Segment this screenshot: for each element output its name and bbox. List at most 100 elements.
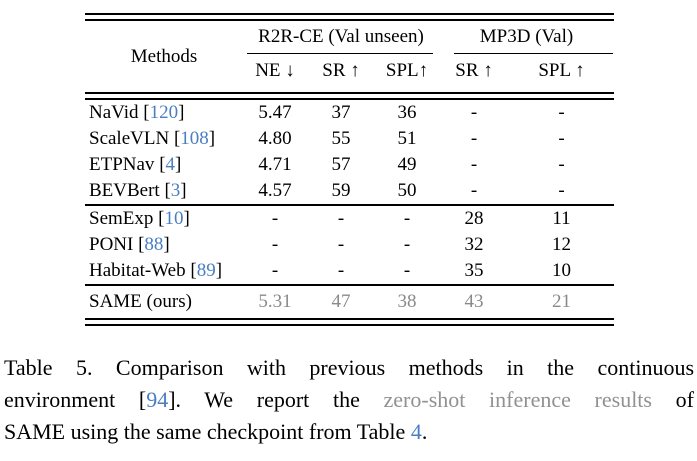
double-rule: [85, 317, 614, 326]
cell-ne: -: [271, 259, 279, 281]
method-citation[interactable]: 120: [149, 101, 179, 123]
cell-sr: -: [337, 233, 345, 255]
method-cell: SAME (ours): [85, 286, 243, 318]
cell-spl: 36: [397, 101, 417, 123]
caption-text: .: [421, 419, 428, 444]
column-header-spl-mp3d: SPL ↑: [538, 59, 585, 81]
cmidrule: [454, 52, 613, 54]
bracket: ]: [183, 207, 190, 229]
cell-ne: -: [271, 207, 279, 229]
cell-spl: -: [403, 207, 411, 229]
method-name: PONI: [89, 233, 139, 255]
table-row-same-ours: SAME (ours) 5.31 47 38 43 21: [85, 286, 614, 318]
table-row: NaVid [120] 5.47 37 36 - -: [85, 100, 614, 126]
method-cell: BEVBert [3]: [85, 178, 243, 204]
method-citation[interactable]: 89: [196, 259, 216, 281]
cmidrule: [247, 52, 433, 54]
cell-spl-mp3d: 10: [552, 259, 571, 281]
bracket: [: [190, 259, 197, 281]
method-name: Habitat-Web: [89, 259, 191, 281]
bracket: [: [143, 101, 150, 123]
methods-column-header: Methods: [130, 45, 198, 67]
caption-line: Table 5. Comparison with previous method…: [4, 352, 694, 384]
subheader-row: NE ↓ SR ↑ SPL↑ SR ↑ SPL ↑: [85, 54, 614, 92]
caption-line: SAME using the same checkpoint from Tabl…: [4, 416, 694, 448]
cell-sr-mp3d: -: [470, 179, 478, 201]
method-citation[interactable]: 10: [164, 207, 184, 229]
method-citation[interactable]: 108: [180, 127, 209, 149]
table-caption: Table 5. Comparison with previous method…: [4, 352, 694, 448]
method-name: NaVid: [89, 101, 144, 123]
cell-sr-mp3d: -: [470, 153, 478, 175]
cell-sr-mp3d: 28: [464, 207, 484, 229]
table-row: PONI [88] - - - 32 12: [85, 232, 614, 258]
cell-sr: -: [337, 259, 345, 281]
cell-spl: 51: [397, 127, 417, 149]
group-label: R2R-CE (Val unseen): [258, 26, 424, 47]
ref-table-4[interactable]: 4: [410, 419, 422, 444]
group-separator-rule: [85, 283, 614, 286]
results-table-grid: Methods R2R-CE (Val unseen) MP3D (Val) N…: [85, 13, 614, 326]
bracket: [: [159, 153, 166, 175]
method-name: ScaleVLN: [89, 127, 174, 149]
cell-spl-mp3d: 12: [552, 233, 571, 255]
table-bottom-rule: [85, 317, 614, 326]
method-cell: ETPNav [4]: [85, 152, 243, 178]
group-header-row: Methods R2R-CE (Val unseen) MP3D (Val): [85, 21, 614, 67]
caption-highlight-text: zero-shot inference results: [383, 387, 652, 412]
header-body-rule: [85, 91, 614, 100]
method-cell: Habitat-Web [89]: [85, 258, 243, 284]
table-row: ETPNav [4] 4.71 57 49 - -: [85, 152, 614, 178]
cell-spl-mp3d: -: [558, 101, 565, 123]
caption-line: environment [94]. We report the zero-sho…: [4, 384, 694, 416]
column-header-sr-mp3d: SR ↑: [455, 59, 493, 81]
method-cell: PONI [88]: [85, 232, 243, 258]
caption-text: ]. We report the: [168, 387, 384, 412]
cell-spl-mp3d: -: [558, 127, 565, 149]
bracket: ]: [215, 259, 223, 281]
bracket: [: [138, 233, 145, 255]
bracket: [: [173, 127, 181, 149]
cell-ne: 4.80: [258, 127, 292, 149]
bracket: ]: [180, 179, 187, 201]
single-rule: [85, 283, 614, 286]
double-rule: [85, 91, 614, 100]
cell-spl-mp3d: -: [558, 179, 565, 201]
method-citation[interactable]: 4: [165, 153, 176, 175]
group-label: MP3D (Val): [479, 26, 574, 47]
citation-94[interactable]: 94: [146, 387, 169, 412]
cell-ne: 4.57: [258, 179, 292, 201]
group-header-mp3d: MP3D (Val): [439, 21, 614, 54]
cell-spl: 50: [397, 179, 417, 201]
cell-spl: 38: [397, 290, 417, 312]
method-cell: NaVid [120]: [85, 100, 243, 126]
cell-sr-mp3d: 43: [464, 290, 484, 312]
cell-sr-mp3d: 32: [464, 233, 484, 255]
bracket: ]: [163, 233, 170, 255]
method-name: SAME (ours): [89, 290, 192, 312]
method-citation[interactable]: 3: [170, 179, 181, 201]
bracket: [: [164, 179, 171, 201]
cell-spl: -: [403, 233, 411, 255]
cell-sr-mp3d: 35: [464, 259, 484, 281]
table-row: BEVBert [3] 4.57 59 50 - -: [85, 178, 614, 204]
method-citation[interactable]: 88: [144, 233, 164, 255]
cell-ne: 5.31: [258, 290, 292, 312]
cell-spl: 49: [397, 153, 417, 175]
results-table: Methods R2R-CE (Val unseen) MP3D (Val) N…: [85, 13, 614, 326]
caption-text: SAME using the same checkpoint from Tabl…: [4, 419, 411, 444]
cell-sr: 47: [331, 290, 351, 312]
table-row: Habitat-Web [89] - - - 35 10: [85, 258, 614, 284]
cell-ne: -: [271, 233, 279, 255]
cell-spl-mp3d: -: [558, 153, 565, 175]
cell-spl-mp3d: 11: [552, 207, 571, 229]
cell-sr: 57: [331, 153, 351, 175]
column-header-sr: SR ↑: [322, 59, 360, 81]
cell-spl-mp3d: 21: [552, 290, 571, 312]
cell-sr: -: [337, 207, 345, 229]
group-separator-rule: [85, 203, 614, 206]
cell-sr-mp3d: -: [470, 127, 478, 149]
method-cell: ScaleVLN [108]: [85, 126, 243, 152]
method-cell: SemExp [10]: [85, 206, 243, 232]
